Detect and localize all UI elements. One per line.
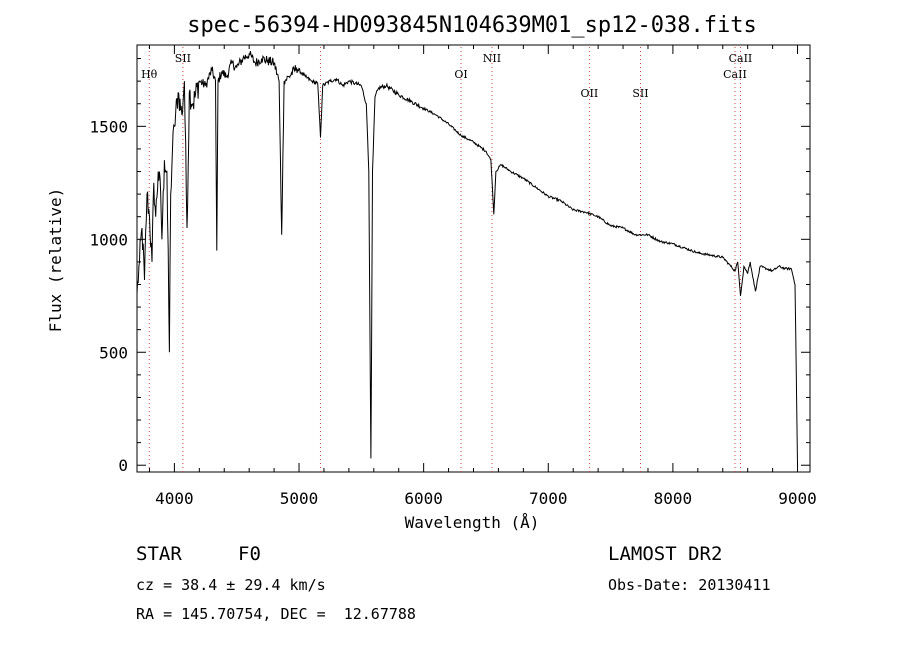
- redshift-cz: cz = 38.4 ± 29.4 km/s: [136, 576, 326, 594]
- y-tick-label: 500: [99, 343, 128, 362]
- y-axis-label: Flux (relative): [46, 188, 65, 333]
- y-tick-label: 1000: [89, 230, 128, 249]
- emission-line-label: CaII: [723, 68, 747, 81]
- survey-name: LAMOST DR2: [608, 543, 723, 565]
- emission-line-label: CaII: [729, 52, 753, 65]
- x-axis-label: Wavelength (Å): [405, 513, 540, 532]
- object-class: STAR: [136, 543, 182, 565]
- x-tick-label: 9000: [778, 489, 817, 508]
- x-tick-label: 8000: [654, 489, 693, 508]
- y-tick-label: 0: [118, 456, 128, 475]
- x-tick-label: 5000: [280, 489, 319, 508]
- axis-ticks: 4000 5000 6000 7000 8000 9000 0 500 1000 1500: [89, 45, 817, 508]
- emission-line-label: NII: [483, 52, 501, 65]
- emission-line-label: SII: [632, 87, 648, 100]
- chart-title: spec-56394-HD093845N104639M01_sp12-038.f…: [187, 13, 757, 38]
- plot-frame: [136, 44, 811, 473]
- emission-line-label: OII: [581, 87, 599, 100]
- x-tick-label: 6000: [404, 489, 443, 508]
- x-tick-label: 7000: [529, 489, 568, 508]
- emission-line-markers: Hθ SII OI NII OII SII CaII CaII: [141, 47, 752, 472]
- x-tick-label: 4000: [155, 489, 194, 508]
- emission-line-label: OI: [454, 68, 467, 81]
- spectrum-line: [136, 51, 798, 466]
- emission-line-label: SII: [175, 52, 191, 65]
- coordinates: RA = 145.70754, DEC = 12.67788: [136, 605, 416, 623]
- observation-date: Obs-Date: 20130411: [608, 576, 771, 594]
- object-subclass: F0: [238, 543, 261, 565]
- emission-line-label: Hθ: [141, 68, 158, 81]
- y-tick-label: 1500: [89, 117, 128, 136]
